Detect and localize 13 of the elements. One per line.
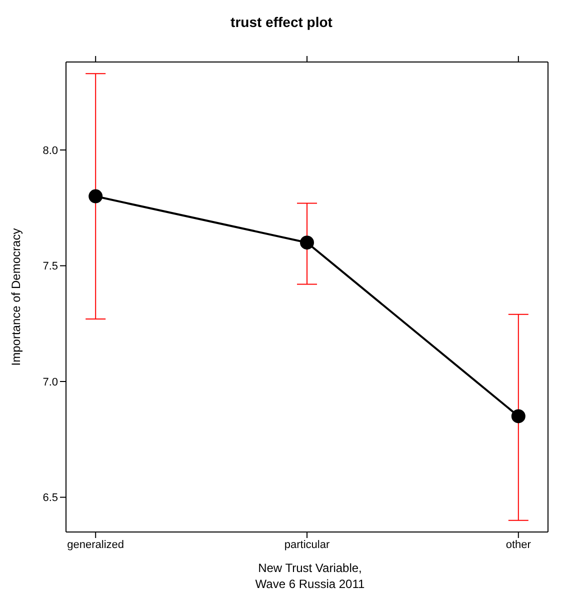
y-tick-label: 7.5 [42, 260, 58, 273]
y-tick-label: 7.0 [42, 376, 58, 388]
y-axis-title: Importance of Democracy [9, 228, 23, 366]
chart-title: trust effect plot [230, 14, 334, 30]
x-tick-label: generalized [67, 538, 124, 551]
y-tick-label: 6.5 [42, 492, 58, 504]
point [88, 189, 103, 204]
point [511, 409, 526, 424]
y-tick-label: 8.0 [42, 144, 58, 157]
x-tick-label: other [506, 538, 532, 551]
x-tick-label: particular [284, 538, 330, 551]
x-axis-title: New Trust Variable, Wave 6 Russia 2011 [254, 560, 366, 592]
point [300, 236, 314, 250]
